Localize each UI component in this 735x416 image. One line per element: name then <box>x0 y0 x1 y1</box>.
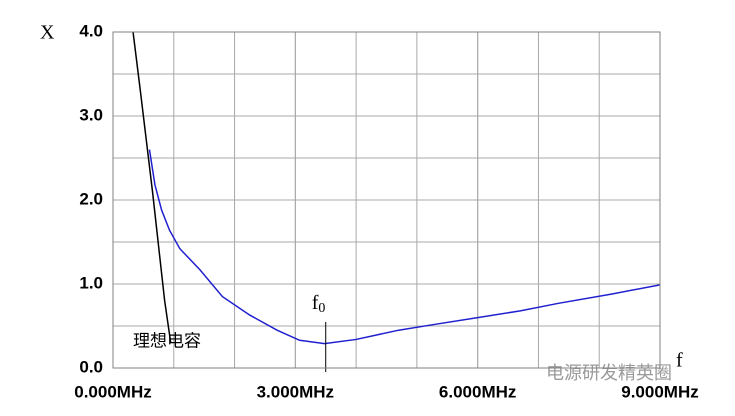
watermark: 电源研发精英圈 <box>546 363 672 383</box>
x-axis-label: f <box>676 350 683 372</box>
y-tick-label: 0.0 <box>79 357 103 376</box>
plot-frame <box>112 31 661 369</box>
y-tick-label: 3.0 <box>79 105 103 124</box>
x-tick-label: 6.000MHz <box>439 382 516 401</box>
x-tick-label: 0.000MHz <box>74 382 151 401</box>
y-tick-label: 1.0 <box>79 273 103 292</box>
x-tick-label: 9.000MHz <box>621 382 698 401</box>
series-label: 理想电容 <box>133 331 201 350</box>
annotation-sub: 0 <box>318 301 325 316</box>
annotation: f0 <box>312 292 326 317</box>
x-tick-label: 3.000MHz <box>257 382 334 401</box>
y-axis-label: X <box>40 22 55 44</box>
y-tick-label: 2.0 <box>79 189 103 208</box>
annotation-text: f <box>312 292 319 314</box>
line-series <box>132 31 172 343</box>
y-tick-label: 4.0 <box>79 21 103 40</box>
line-series <box>148 149 661 345</box>
